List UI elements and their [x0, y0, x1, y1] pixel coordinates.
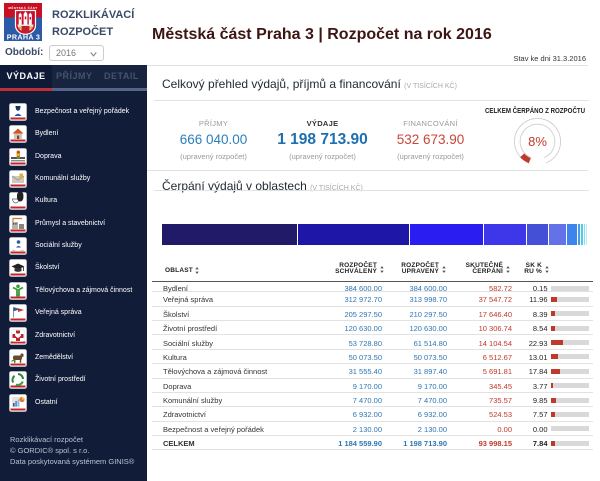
svg-text:8%: 8%	[528, 134, 547, 149]
svg-text:MĚSTSKÁ ČÁST: MĚSTSKÁ ČÁST	[8, 5, 37, 10]
svg-text:PRAHA 3: PRAHA 3	[7, 32, 40, 41]
